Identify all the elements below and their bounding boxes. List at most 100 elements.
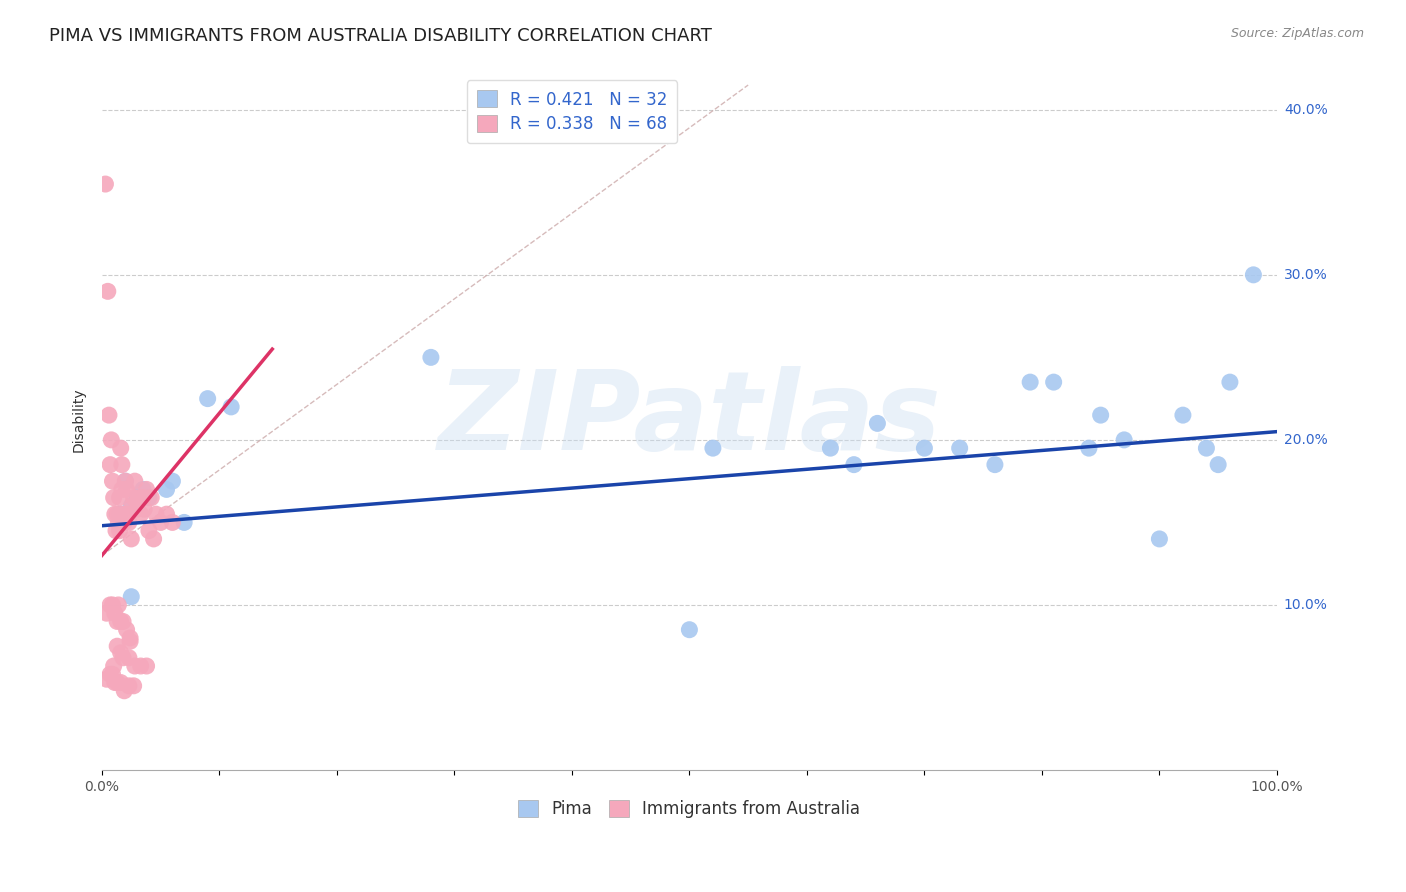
Point: [115, 623, 138, 637]
Point: [1077, 441, 1099, 455]
Point: [108, 524, 131, 538]
Point: [124, 474, 146, 488]
Point: [112, 507, 135, 521]
Point: [1206, 458, 1229, 472]
Point: [104, 507, 127, 521]
Point: [114, 474, 136, 488]
Point: [120, 590, 142, 604]
Point: [110, 646, 132, 660]
Point: [115, 483, 138, 497]
Point: [842, 458, 865, 472]
Legend: Pima, Immigrants from Australia: Pima, Immigrants from Australia: [512, 793, 868, 825]
Point: [173, 516, 195, 530]
Text: Source: ZipAtlas.com: Source: ZipAtlas.com: [1230, 27, 1364, 40]
Point: [112, 615, 135, 629]
Point: [110, 675, 132, 690]
Point: [98, 598, 121, 612]
Point: [219, 400, 242, 414]
Point: [135, 659, 157, 673]
Point: [104, 675, 127, 690]
Point: [1241, 268, 1264, 282]
Point: [94, 177, 117, 191]
Point: [96, 606, 118, 620]
Point: [105, 507, 128, 521]
Point: [114, 507, 136, 521]
Point: [111, 483, 134, 497]
Point: [984, 458, 1007, 472]
Point: [112, 650, 135, 665]
Point: [120, 631, 142, 645]
Point: [122, 679, 145, 693]
Point: [127, 491, 149, 505]
Point: [100, 433, 122, 447]
Point: [162, 474, 184, 488]
Point: [105, 639, 128, 653]
Point: [103, 659, 125, 673]
Point: [138, 491, 160, 505]
Point: [127, 502, 149, 516]
Point: [101, 474, 124, 488]
Point: [98, 667, 121, 681]
Point: [155, 507, 177, 521]
Point: [114, 474, 136, 488]
Point: [127, 491, 149, 505]
Point: [1219, 375, 1241, 389]
Point: [1019, 375, 1042, 389]
Point: [135, 483, 157, 497]
Point: [132, 483, 155, 497]
Point: [120, 634, 142, 648]
Point: [121, 499, 143, 513]
Point: [111, 458, 134, 472]
Point: [129, 507, 152, 521]
Point: [197, 392, 219, 406]
Point: [678, 623, 700, 637]
Point: [419, 351, 441, 365]
Point: [134, 502, 156, 516]
Point: [912, 441, 935, 455]
Point: [112, 516, 135, 530]
Point: [1171, 408, 1194, 422]
Point: [141, 491, 163, 505]
Point: [149, 516, 172, 530]
Point: [105, 675, 128, 690]
Point: [1195, 441, 1218, 455]
Point: [162, 516, 184, 530]
Point: [108, 491, 131, 505]
Point: [98, 458, 121, 472]
Point: [820, 441, 842, 455]
Point: [110, 441, 132, 455]
Point: [101, 598, 124, 612]
Point: [949, 441, 972, 455]
Point: [117, 507, 139, 521]
Point: [145, 507, 167, 521]
Point: [122, 491, 145, 505]
Point: [107, 516, 129, 530]
Point: [108, 507, 131, 521]
Point: [107, 598, 129, 612]
Point: [155, 483, 177, 497]
Point: [97, 408, 120, 422]
Point: [124, 659, 146, 673]
Point: [105, 524, 128, 538]
Y-axis label: Disability: Disability: [72, 387, 86, 451]
Point: [104, 606, 127, 620]
Point: [866, 417, 889, 431]
Text: ZIPatlas: ZIPatlas: [437, 366, 941, 473]
Point: [702, 441, 724, 455]
Text: PIMA VS IMMIGRANTS FROM AUSTRALIA DISABILITY CORRELATION CHART: PIMA VS IMMIGRANTS FROM AUSTRALIA DISABI…: [49, 27, 711, 45]
Point: [105, 615, 128, 629]
Point: [112, 683, 135, 698]
Text: 30.0%: 30.0%: [1284, 268, 1327, 282]
Point: [1090, 408, 1112, 422]
Point: [118, 516, 141, 530]
Point: [1042, 375, 1064, 389]
Text: 40.0%: 40.0%: [1284, 103, 1327, 117]
Point: [96, 672, 118, 686]
Point: [101, 667, 124, 681]
Text: 20.0%: 20.0%: [1284, 433, 1327, 447]
Point: [138, 524, 160, 538]
Point: [1149, 532, 1171, 546]
Point: [110, 615, 132, 629]
Point: [142, 532, 165, 546]
Point: [1114, 433, 1136, 447]
